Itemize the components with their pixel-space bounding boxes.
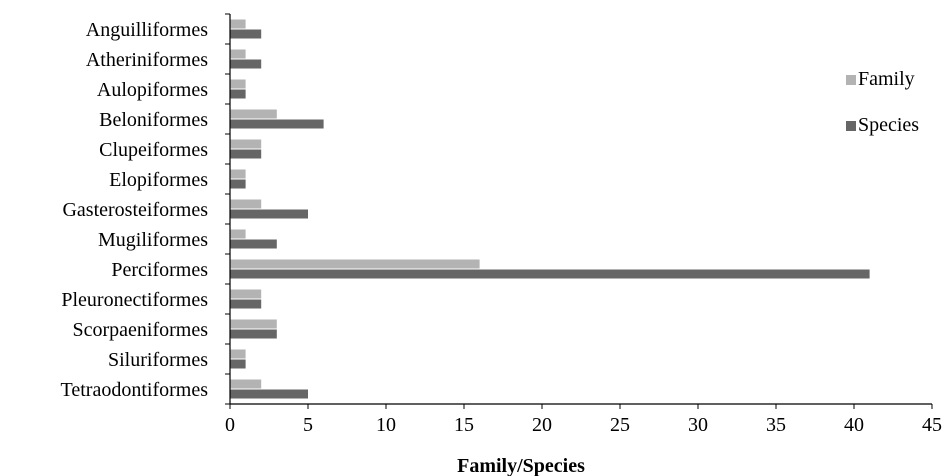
category-label: Siluriformes [108, 349, 208, 371]
category-label: Mugiliformes [98, 229, 208, 251]
x-tick-label: 15 [454, 414, 474, 436]
bar-species-pleuronectiformes [230, 299, 262, 309]
category-label: Elopiformes [109, 169, 208, 191]
bar-species-scorpaeniformes [230, 329, 277, 339]
category-label: Atheriniformes [86, 49, 208, 71]
x-tick-label: 10 [376, 414, 396, 436]
bar-species-tetraodontiformes [230, 389, 308, 399]
bar-family-tetraodontiformes [230, 379, 262, 389]
category-label: Aulopiformes [97, 79, 208, 101]
x-tick-label: 35 [766, 414, 786, 436]
bar-species-perciformes [230, 269, 870, 279]
category-labels-group: Anguilliformes Atheriniformes Aulopiformes… [61, 13, 230, 405]
bar-family-anguilliformes [230, 19, 246, 29]
category-label: Clupeiformes [99, 139, 208, 161]
bar-family-siluriformes [230, 349, 246, 359]
legend: Family Species [846, 68, 919, 136]
x-tick-label: 30 [688, 414, 708, 436]
bar-family-aulopiformes [230, 79, 246, 89]
bar-family-beloniformes [230, 109, 277, 119]
bar-family-pleuronectiformes [230, 289, 262, 299]
bar-species-anguilliformes [230, 29, 262, 39]
bar-family-mugiliformes [230, 229, 246, 239]
bar-family-perciformes [230, 259, 480, 269]
category-label: Tetraodontiformes [61, 379, 209, 401]
legend-swatch-family [846, 75, 856, 85]
bar-species-gasterosteiformes [230, 209, 308, 219]
bar-family-elopiformes [230, 169, 246, 179]
legend-swatch-species [846, 121, 856, 131]
bar-family-clupeiformes [230, 139, 262, 149]
bar-family-scorpaeniformes [230, 319, 277, 329]
x-tick-label: 25 [610, 414, 630, 436]
category-label: Anguilliformes [86, 19, 208, 41]
bar-species-beloniformes [230, 119, 324, 129]
bar-species-clupeiformes [230, 149, 262, 159]
x-tick-label: 5 [303, 414, 313, 436]
bar-species-mugiliformes [230, 239, 277, 249]
category-label: Pleuronectiformes [61, 289, 208, 311]
x-axis-title: Family/Species [457, 455, 585, 476]
x-tick-label: 20 [532, 414, 552, 436]
x-tick-label: 40 [844, 414, 864, 436]
legend-label-species: Species [858, 114, 919, 136]
bars-group [230, 19, 870, 399]
axes-group [229, 14, 932, 405]
x-tick-label: 0 [225, 414, 235, 436]
category-label: Perciformes [111, 259, 208, 281]
x-tick-label: 45 [922, 414, 942, 436]
bar-family-atheriniformes [230, 49, 246, 59]
x-ticks-group: 0 5 10 15 20 25 30 35 40 45 [225, 404, 942, 436]
bar-family-gasterosteiformes [230, 199, 262, 209]
category-label: Scorpaeniformes [72, 319, 208, 341]
category-label: Beloniformes [99, 109, 208, 131]
category-label: Gasterosteiformes [62, 199, 208, 221]
bar-species-atheriniformes [230, 59, 262, 69]
bar-species-elopiformes [230, 179, 246, 189]
bar-species-aulopiformes [230, 89, 246, 99]
bar-species-siluriformes [230, 359, 246, 369]
legend-label-family: Family [858, 68, 915, 90]
